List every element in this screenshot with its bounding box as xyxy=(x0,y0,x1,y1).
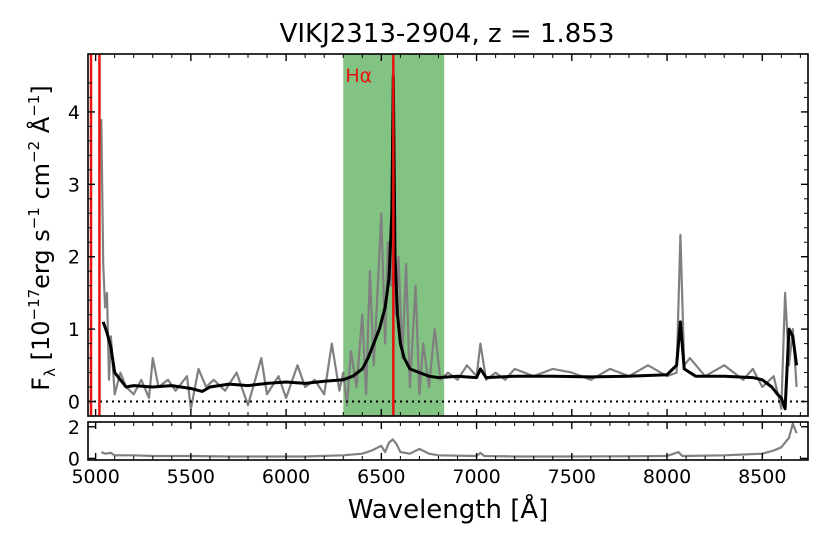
bottom-y-tick-label: 2 xyxy=(68,417,80,439)
x-axis-label: Wavelength [Å] xyxy=(348,493,549,525)
bottom-panel-frame xyxy=(87,421,809,461)
bottom-x-ticks: 5000 5500 6000 6500 7000 7500 8000 8500 xyxy=(71,422,801,488)
bottom-series-group xyxy=(100,422,798,458)
y-tick-label: 3 xyxy=(68,174,80,196)
x-tick-label: 8000 xyxy=(643,466,691,488)
y-tick-label: 0 xyxy=(68,392,80,414)
main-panel-frame xyxy=(87,53,809,417)
emission-line-label: Hα xyxy=(345,65,372,87)
x-tick-label: 5000 xyxy=(71,466,119,488)
y-tick-label: 4 xyxy=(68,102,80,124)
x-tick-label: 7500 xyxy=(548,466,596,488)
x-tick-label: 8500 xyxy=(738,466,786,488)
bottom-y-ticks: 02 xyxy=(68,417,808,470)
x-tick-label: 7000 xyxy=(452,466,500,488)
main-spectrum-panel: Hα 0 1 2 3 4 xyxy=(68,53,809,417)
y-tick-label: 2 xyxy=(68,247,80,269)
x-tick-label: 6000 xyxy=(262,466,310,488)
y-axis-label: Fλ [10−17erg s−1 cm−2 Å−1] xyxy=(25,85,59,390)
emission-line-markers: Hα xyxy=(89,54,395,416)
chart-title: VIKJ2313-2904, z = 1.853 xyxy=(280,19,615,49)
y-tick-label: 1 xyxy=(68,319,80,341)
bottom-y-tick-label: 0 xyxy=(68,448,80,470)
x-tick-label: 6500 xyxy=(357,466,405,488)
error-spectrum-line xyxy=(100,422,798,458)
error-spectrum-panel: 02 5000 5500 6000 6500 7000 7500 8000 8500 xyxy=(68,417,809,488)
model-fit-line xyxy=(101,74,799,411)
x-tick-label: 5500 xyxy=(167,466,215,488)
main-panel-background xyxy=(88,54,808,416)
main-x-ticks xyxy=(94,54,801,416)
bottom-panel-background xyxy=(88,422,808,460)
main-series-group xyxy=(100,60,799,411)
main-y-ticks: 0 1 2 3 4 xyxy=(68,82,808,414)
